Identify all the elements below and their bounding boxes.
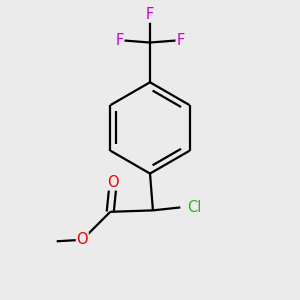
Text: F: F xyxy=(146,7,154,22)
Text: Cl: Cl xyxy=(187,200,201,215)
Text: O: O xyxy=(76,232,88,247)
Text: F: F xyxy=(176,33,184,48)
Text: O: O xyxy=(107,175,119,190)
Text: F: F xyxy=(116,33,124,48)
